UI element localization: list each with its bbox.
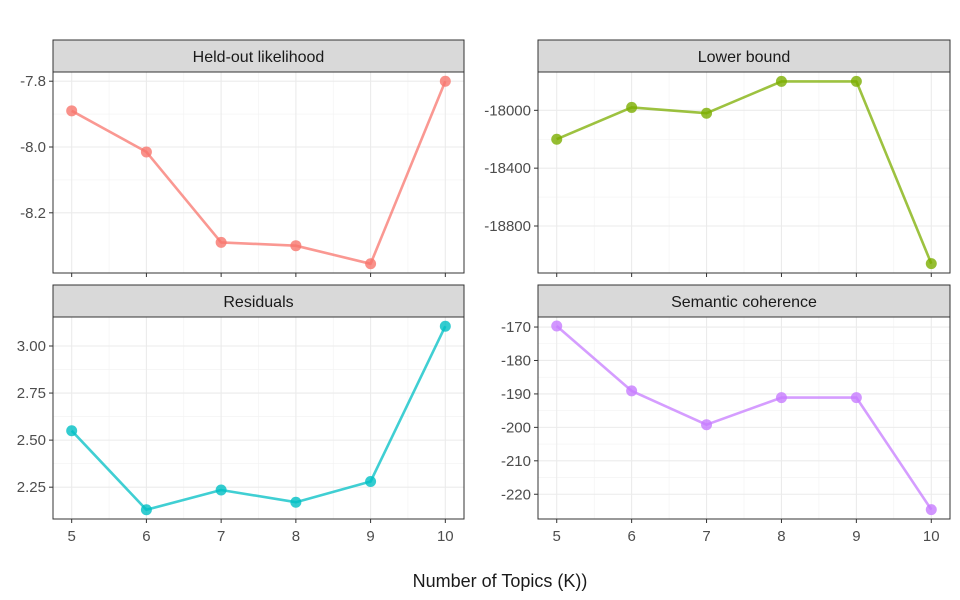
data-point [551, 133, 563, 145]
y-tick-label: -190 [501, 386, 531, 403]
y-tick-label: -210 [501, 453, 531, 470]
data-point [215, 236, 227, 248]
x-tick-label: 5 [68, 528, 76, 545]
x-tick-label: 5 [553, 528, 561, 545]
y-tick-label: -170 [501, 319, 531, 336]
panel-title: Lower bound [698, 49, 791, 66]
y-tick-label: -180 [501, 352, 531, 369]
data-point [701, 107, 713, 119]
data-point [551, 320, 563, 332]
y-tick-label: -7.8 [20, 73, 46, 90]
series-line [556, 80, 933, 265]
panel-lower-bound: Lower bound -18000 -18400 -18800 [484, 39, 951, 277]
facet-panels: Held-out likelihood -7.8 -8.0 -8.2 Lower bou… [17, 39, 951, 545]
data-point [439, 320, 451, 332]
panel-border [52, 316, 465, 520]
y-tick-label: 2.25 [17, 479, 46, 496]
data-point [626, 385, 638, 397]
x-axis-title: Number of Topics (K)) [413, 571, 588, 591]
data-point [290, 240, 302, 252]
x-tick-label: 9 [366, 528, 374, 545]
strip-semantic-coherence [537, 284, 951, 318]
y-tick-label: -220 [501, 486, 531, 503]
data-point [925, 504, 937, 516]
data-point [140, 504, 152, 516]
series-line [70, 325, 447, 512]
strip-held-out-likelihood [52, 39, 465, 73]
x-tick-label: 10 [437, 528, 454, 545]
data-point [775, 75, 787, 87]
panel-border [52, 71, 465, 274]
panel-border [537, 71, 951, 274]
y-tick-label: 3.00 [17, 338, 46, 355]
data-point [925, 258, 937, 270]
data-point [66, 425, 78, 437]
panel-title: Semantic coherence [671, 294, 817, 311]
data-point [365, 258, 377, 270]
data-point [850, 75, 862, 87]
x-tick-label: 6 [142, 528, 150, 545]
x-tick-label: 7 [702, 528, 710, 545]
x-tick-label: 9 [852, 528, 860, 545]
y-tick-label: 2.75 [17, 385, 46, 402]
x-tick-label: 8 [292, 528, 300, 545]
x-tick-label: 7 [217, 528, 225, 545]
panel-title: Held-out likelihood [193, 49, 325, 66]
data-point [140, 146, 152, 158]
y-tick-label: -18400 [484, 160, 531, 177]
data-point [701, 419, 713, 431]
x-tick-label: 6 [627, 528, 635, 545]
y-tick-label: -18000 [484, 102, 531, 119]
y-tick-label: -8.0 [20, 139, 46, 156]
data-point [850, 392, 862, 404]
panel-held-out-likelihood: Held-out likelihood -7.8 -8.0 -8.2 [20, 39, 465, 277]
panel-title: Residuals [223, 294, 293, 311]
panel-border [537, 316, 951, 520]
data-point [290, 496, 302, 508]
data-point [365, 476, 377, 488]
y-tick-label: 2.50 [17, 432, 46, 449]
data-point [215, 484, 227, 496]
data-point [775, 392, 787, 404]
series-line [71, 80, 447, 266]
y-tick-label: -8.2 [20, 205, 46, 222]
x-tick-label: 8 [777, 528, 785, 545]
y-tick-label: -18800 [484, 218, 531, 235]
data-point [626, 101, 638, 113]
panel-semantic-coherence: Semantic coherence -170 -180 -190 -200 -210 -2… [501, 284, 951, 545]
panel-residuals: Residuals 2.25 2.50 2.75 3.00 5 6 7 8 9 10 [17, 284, 465, 545]
strip-residuals [52, 284, 465, 318]
series-line [555, 325, 933, 511]
data-point [66, 105, 78, 117]
x-tick-label: 10 [923, 528, 940, 545]
y-tick-label: -200 [501, 419, 531, 436]
data-point [439, 75, 451, 87]
